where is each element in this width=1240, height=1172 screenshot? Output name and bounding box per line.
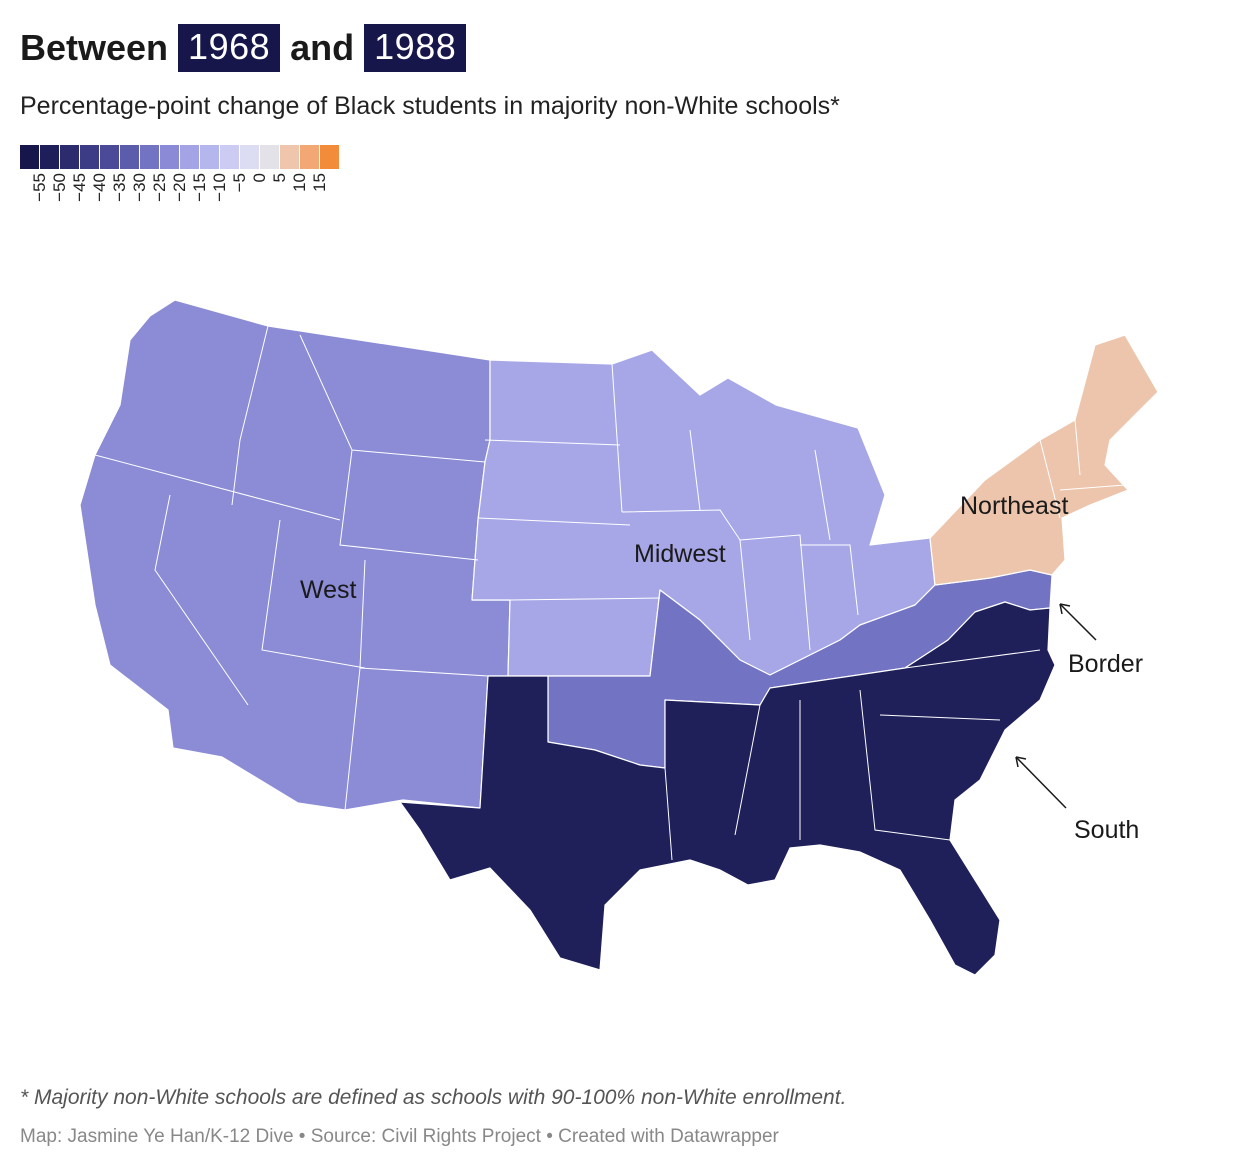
- legend-swatch: [240, 145, 259, 169]
- legend-tick-label: −25: [150, 173, 169, 202]
- legend-swatch: [260, 145, 279, 169]
- legend-tick-label: 5: [270, 173, 289, 183]
- footnote: * Majority non-White schools are defined…: [20, 1086, 847, 1109]
- south-arrow-line: [1015, 756, 1067, 809]
- label-midwest: Midwest: [634, 540, 726, 568]
- legend-tick-label: −15: [190, 173, 209, 202]
- region-west[interactable]: [79, 299, 511, 811]
- chart-title: Between 1968 and 1988: [20, 24, 467, 72]
- legend-swatch: [180, 145, 199, 169]
- legend-swatch: [140, 145, 159, 169]
- region-south[interactable]: [399, 601, 1056, 976]
- title-middle: and: [290, 27, 355, 68]
- legend-tick-label: −50: [50, 173, 69, 202]
- legend-swatch: [300, 145, 319, 169]
- label-border: Border: [1068, 650, 1143, 678]
- legend-swatch: [120, 145, 139, 169]
- legend-tick-label: 10: [290, 173, 309, 192]
- south-arrow-head: [1015, 756, 1027, 768]
- label-south: South: [1074, 816, 1139, 844]
- annotation-arrows: [1015, 603, 1097, 809]
- us-map: West Midwest Northeast Border South: [79, 299, 1159, 976]
- color-legend: −55 −50 −45 −40 −35 −30 −25 −20 −15 −10 −5 0 5 10 15: [20, 145, 339, 229]
- legend-tick-label: −20: [170, 173, 189, 202]
- legend-tick-label: −35: [110, 173, 129, 202]
- border-arrow-line: [1059, 603, 1097, 641]
- chart-subtitle: Percentage-point change of Black student…: [20, 92, 840, 120]
- legend-swatch: [160, 145, 179, 169]
- legend-tick-label: −30: [130, 173, 149, 202]
- legend-ticks: −55 −50 −45 −40 −35 −30 −25 −20 −15 −10 −5 0 5 10 15: [20, 169, 339, 229]
- legend-tick-label: −10: [210, 173, 229, 202]
- legend-swatch: [80, 145, 99, 169]
- legend-swatch: [60, 145, 79, 169]
- title-year-1968: 1968: [178, 24, 281, 72]
- label-west: West: [300, 576, 357, 604]
- legend-tick-label: −55: [30, 173, 49, 202]
- title-prefix: Between: [20, 27, 169, 68]
- legend-tick-label: −40: [90, 173, 109, 202]
- legend-swatch: [100, 145, 119, 169]
- label-northeast: Northeast: [960, 492, 1068, 520]
- legend-tick-label: −45: [70, 173, 89, 202]
- legend-tick-label: −5: [230, 173, 249, 193]
- legend-swatch: [20, 145, 39, 169]
- legend-swatches: [20, 145, 339, 169]
- legend-swatch: [280, 145, 299, 169]
- state-borders: [94, 325, 1126, 861]
- region-northeast[interactable]: [929, 334, 1159, 586]
- legend-tick-label: 0: [250, 173, 269, 183]
- legend-swatch: [320, 145, 339, 169]
- legend-swatch: [200, 145, 219, 169]
- legend-swatch: [220, 145, 239, 169]
- title-year-1988: 1988: [364, 24, 467, 72]
- border-arrow-head: [1059, 603, 1071, 615]
- legend-tick-label: 15: [310, 173, 329, 192]
- credits: Map: Jasmine Ye Han/K-12 Dive • Source: …: [20, 1126, 779, 1147]
- legend-swatch: [40, 145, 59, 169]
